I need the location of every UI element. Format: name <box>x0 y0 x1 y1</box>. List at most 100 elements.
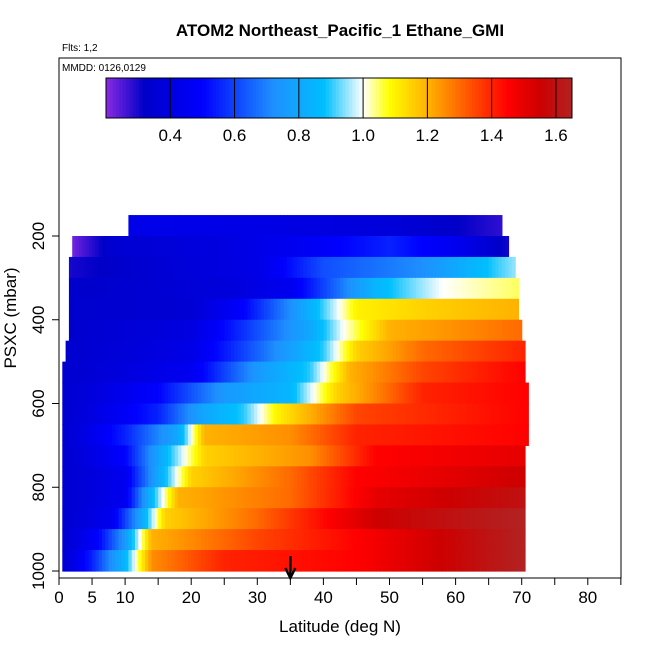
heatmap-cell <box>369 382 374 405</box>
y-tick-label: 600 <box>29 389 48 417</box>
colorbar-segment <box>152 78 157 118</box>
heatmap-cell <box>429 382 434 405</box>
heatmap-cell <box>158 487 163 509</box>
heatmap-cell <box>263 319 268 342</box>
heatmap-cell <box>68 403 73 426</box>
heatmap-cell <box>164 445 169 467</box>
heatmap-cell <box>356 529 361 551</box>
heatmap-cell <box>498 256 503 279</box>
heatmap-cell <box>168 508 172 530</box>
heatmap-cell <box>75 361 80 384</box>
colorbar-segment <box>125 78 130 118</box>
heatmap-cell <box>343 403 348 426</box>
heatmap-cell <box>468 445 473 467</box>
heatmap-cell <box>372 361 377 384</box>
x-tick-label: 40 <box>314 588 333 607</box>
heatmap-cell <box>204 277 209 300</box>
heatmap-cell <box>336 529 341 551</box>
heatmap-cell <box>501 236 506 258</box>
heatmap-cell <box>320 361 325 384</box>
heatmap-cell <box>320 319 325 342</box>
heatmap-cell <box>323 236 328 258</box>
heatmap-cell <box>432 508 437 530</box>
heatmap-cell <box>525 424 529 446</box>
heatmap-cell <box>128 445 133 467</box>
heatmap-cell <box>95 487 100 509</box>
heatmap-cell <box>131 424 136 446</box>
heatmap-cell <box>399 508 404 530</box>
heatmap-cell <box>320 487 325 509</box>
heatmap-cell <box>379 298 384 321</box>
heatmap-cell <box>125 319 130 342</box>
heatmap-cell <box>273 340 278 363</box>
heatmap-cell <box>359 487 364 509</box>
heatmap-cell <box>95 403 100 426</box>
heatmap-cell <box>174 256 179 279</box>
heatmap-cell <box>386 256 391 279</box>
heatmap-cell <box>303 340 308 363</box>
heatmap-cell <box>151 340 156 363</box>
heatmap-cell <box>363 298 367 321</box>
heatmap-cell <box>396 236 401 258</box>
heatmap-cell <box>161 529 166 551</box>
heatmap-cell <box>95 529 100 551</box>
colorbar-tick-label: 0.8 <box>287 126 311 145</box>
heatmap-cell <box>458 424 463 446</box>
heatmap-cell <box>363 550 367 572</box>
heatmap-cell <box>72 382 77 405</box>
heatmap-cell <box>154 403 159 426</box>
heatmap-cell <box>482 236 486 258</box>
heatmap-cell <box>194 319 199 342</box>
heatmap-cell <box>323 277 328 300</box>
heatmap-cell <box>336 487 341 509</box>
heatmap-cell <box>191 487 196 509</box>
heatmap-cell <box>406 298 410 321</box>
colorbar-segment <box>179 78 184 118</box>
heatmap-cell <box>485 550 490 572</box>
colorbar-segment <box>265 78 270 118</box>
heatmap-cell <box>263 487 268 509</box>
heatmap-cell <box>273 550 278 572</box>
heatmap-cell <box>419 340 424 363</box>
heatmap-cell <box>366 424 371 446</box>
heatmap-cell <box>95 256 100 279</box>
heatmap-cell <box>224 529 229 551</box>
heatmap-cell <box>277 256 282 279</box>
heatmap-cell <box>429 466 434 488</box>
heatmap-cell <box>505 403 510 426</box>
heatmap-cell <box>78 529 83 551</box>
heatmap-cell <box>485 382 490 405</box>
heatmap-cell <box>82 424 87 446</box>
colorbar-segment <box>135 78 140 118</box>
heatmap-cell <box>488 236 493 258</box>
heatmap-cell <box>197 487 202 509</box>
heatmap-cell <box>422 403 427 426</box>
heatmap-cell <box>135 215 139 237</box>
heatmap-cell <box>287 215 291 237</box>
heatmap-cell <box>498 529 503 551</box>
heatmap-cell <box>356 361 361 384</box>
colorbar-segment <box>438 78 443 118</box>
y-tick-label: 1000 <box>29 552 48 590</box>
heatmap-cell <box>240 340 245 363</box>
heatmap-cell <box>237 319 242 342</box>
heatmap-cell <box>92 508 96 530</box>
heatmap-cell <box>339 424 344 446</box>
heatmap-cell <box>432 445 437 467</box>
heatmap-cell <box>135 298 139 321</box>
heatmap-cell <box>125 445 130 467</box>
x-tick-label: 10 <box>116 588 135 607</box>
heatmap-cell <box>475 550 480 572</box>
heatmap-cell <box>254 256 258 279</box>
heatmap-cell <box>88 508 93 530</box>
heatmap-cell <box>128 215 133 237</box>
heatmap-cell <box>320 550 325 572</box>
heatmap-cell <box>105 382 110 405</box>
heatmap-cell <box>191 319 196 342</box>
heatmap-cell <box>121 382 126 405</box>
colorbar-segment <box>422 78 427 118</box>
heatmap-cell <box>224 466 229 488</box>
heatmap-cell <box>468 340 473 363</box>
heatmap-cell <box>85 361 90 384</box>
heatmap-cell <box>82 550 87 572</box>
